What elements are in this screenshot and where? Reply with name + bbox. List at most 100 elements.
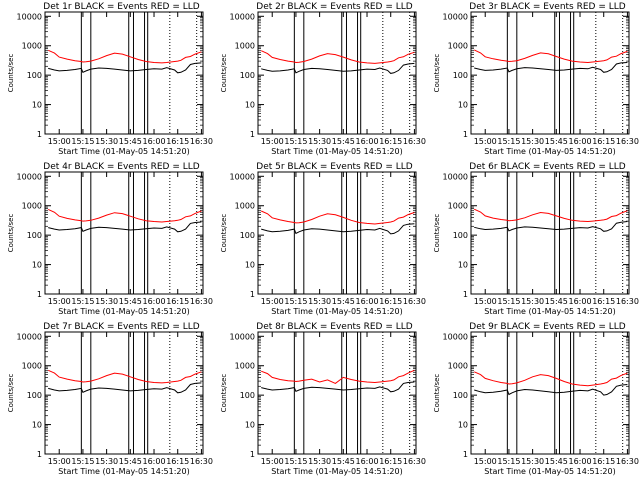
x-tick-label: 15:15: [71, 137, 94, 146]
series-events-line: [261, 62, 415, 74]
x-tick-label: 15:30: [95, 457, 118, 466]
x-tick-label: 15:00: [261, 457, 284, 466]
y-tick-label: 1000: [22, 202, 42, 211]
plot-frame: [257, 171, 417, 295]
x-tick-label: 15:45: [545, 297, 568, 306]
x-tick-label: 16:00: [355, 457, 378, 466]
plot-frame: [44, 11, 204, 135]
x-tick-label: 16:30: [190, 297, 213, 306]
x-axis-label: Start Time (01-May-05 14:51:20): [271, 467, 402, 476]
y-tick-label: 10: [245, 101, 255, 110]
y-tick-label: 10: [458, 421, 468, 430]
y-tick-label: 10: [245, 261, 255, 270]
x-tick-label: 15:00: [261, 137, 284, 146]
y-tick-label: 10000: [230, 172, 255, 181]
series-events-line: [474, 221, 628, 232]
y-tick-label: 1000: [448, 362, 468, 371]
x-tick-label: 15:45: [119, 457, 142, 466]
y-tick-label: 1000: [22, 362, 42, 371]
x-tick-label: 15:00: [48, 137, 71, 146]
series-lld-line: [473, 49, 628, 64]
x-tick-label: 16:30: [403, 297, 426, 306]
chart-panel-7: Det 7r BLACK = Events RED = LLD 1 10 100 100…: [7, 322, 213, 476]
y-tick-label: 100: [27, 391, 42, 400]
y-tick-label: 1: [463, 290, 468, 299]
chart-panel-9: Det 9r BLACK = Events RED = LLD 1 10 100 100…: [433, 322, 639, 476]
x-axis-label: Start Time (01-May-05 14:51:20): [271, 147, 402, 156]
y-axis-label: Counts/sec: [433, 54, 441, 93]
x-tick-label: 16:00: [142, 137, 165, 146]
series-lld-line: [47, 369, 202, 384]
x-tick-label: 15:00: [261, 297, 284, 306]
plot-frame: [44, 171, 204, 295]
y-axis-label: Counts/sec: [433, 374, 441, 413]
y-tick-label: 1: [463, 130, 468, 139]
x-tick-label: 15:45: [119, 297, 142, 306]
series-events-line: [48, 221, 202, 233]
chart-title: Det 3r BLACK = Events RED = LLD: [469, 2, 625, 12]
x-tick-label: 15:15: [284, 297, 307, 306]
x-tick-label: 15:15: [284, 137, 307, 146]
chart-panel-2: Det 2r BLACK = Events RED = LLD 1 10 100 100…: [220, 2, 426, 156]
x-tick-label: 15:45: [545, 457, 568, 466]
x-axis-label: Start Time (01-May-05 14:51:20): [58, 307, 189, 316]
x-tick-label: 15:15: [71, 297, 94, 306]
y-tick-label: 100: [453, 71, 468, 80]
series-lld-line: [260, 210, 415, 225]
plot-frame: [44, 331, 204, 455]
y-axis-label: Counts/sec: [433, 214, 441, 253]
y-tick-label: 1: [37, 450, 42, 459]
x-axis-label: Start Time (01-May-05 14:51:20): [58, 147, 189, 156]
x-tick-label: 15:45: [332, 297, 355, 306]
series-lld-line: [473, 208, 628, 223]
x-tick-label: 15:00: [48, 457, 71, 466]
x-tick-label: 15:30: [521, 137, 544, 146]
y-tick-label: 1: [250, 290, 255, 299]
series-lld-line: [47, 49, 202, 64]
y-tick-label: 10000: [230, 332, 255, 341]
x-tick-label: 16:00: [142, 457, 165, 466]
y-tick-label: 10000: [443, 172, 468, 181]
x-tick-label: 16:15: [166, 137, 189, 146]
chart-title: Det 6r BLACK = Events RED = LLD: [469, 162, 625, 172]
y-tick-label: 100: [240, 231, 255, 240]
series-events-line: [474, 62, 628, 73]
y-tick-label: 1: [250, 450, 255, 459]
y-tick-label: 10000: [17, 172, 42, 181]
plot-frame: [470, 331, 630, 455]
series-lld-line: [260, 50, 415, 64]
x-tick-label: 15:15: [497, 137, 520, 146]
x-tick-label: 16:30: [403, 457, 426, 466]
chart-title: Det 4r BLACK = Events RED = LLD: [43, 162, 199, 172]
x-tick-label: 16:15: [166, 457, 189, 466]
x-tick-label: 16:00: [142, 297, 165, 306]
x-axis-label: Start Time (01-May-05 14:51:20): [484, 307, 615, 316]
y-tick-label: 10: [245, 421, 255, 430]
y-tick-label: 1: [463, 450, 468, 459]
x-axis-label: Start Time (01-May-05 14:51:20): [58, 467, 189, 476]
chart-panel-1: Det 1r BLACK = Events RED = LLD 1 10 100 100…: [7, 2, 213, 156]
x-tick-label: 16:15: [592, 457, 615, 466]
x-tick-label: 16:15: [379, 457, 402, 466]
x-tick-label: 15:15: [497, 457, 520, 466]
y-axis-label: Counts/sec: [220, 374, 228, 413]
y-tick-label: 10: [458, 261, 468, 270]
plot-frame: [470, 171, 630, 295]
y-tick-label: 100: [27, 231, 42, 240]
y-tick-label: 1000: [448, 202, 468, 211]
y-tick-label: 100: [453, 391, 468, 400]
x-tick-label: 16:15: [592, 137, 615, 146]
chart-panel-8: Det 8r BLACK = Events RED = LLD 1 10 100 100…: [220, 322, 426, 476]
series-events-line: [261, 381, 415, 393]
y-tick-label: 100: [453, 231, 468, 240]
x-tick-label: 16:30: [616, 457, 639, 466]
x-tick-label: 15:45: [545, 137, 568, 146]
y-tick-label: 1000: [235, 362, 255, 371]
x-tick-label: 16:30: [403, 137, 426, 146]
chart-panel-5: Det 5r BLACK = Events RED = LLD 1 10 100 100…: [220, 162, 426, 316]
y-tick-label: 1000: [22, 42, 42, 51]
chart-panel-4: Det 4r BLACK = Events RED = LLD 1 10 100 100…: [7, 162, 213, 316]
chart-panel-3: Det 3r BLACK = Events RED = LLD 1 10 100 100…: [433, 2, 639, 156]
series-events-line: [261, 223, 415, 235]
